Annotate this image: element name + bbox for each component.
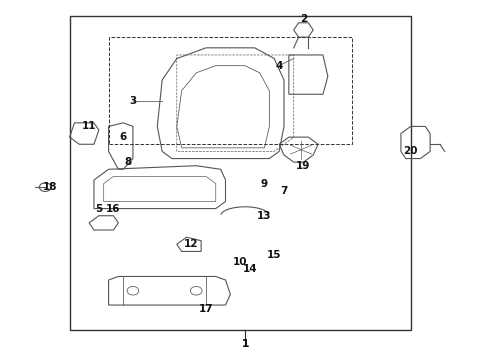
Text: 14: 14: [243, 264, 257, 274]
Text: 18: 18: [43, 182, 57, 192]
Text: 16: 16: [106, 203, 121, 213]
Text: 4: 4: [275, 61, 283, 71]
Text: 9: 9: [261, 179, 268, 189]
Text: 8: 8: [124, 157, 132, 167]
Text: 19: 19: [296, 161, 311, 171]
Text: 3: 3: [129, 96, 137, 107]
Text: 10: 10: [233, 257, 247, 267]
Text: 20: 20: [403, 147, 418, 157]
Text: 1: 1: [242, 339, 248, 349]
Text: 6: 6: [120, 132, 127, 142]
Text: 12: 12: [184, 239, 198, 249]
Text: 17: 17: [199, 303, 213, 314]
Text: 11: 11: [82, 121, 97, 131]
Text: 5: 5: [95, 203, 102, 213]
Text: 2: 2: [300, 14, 307, 24]
Text: 13: 13: [257, 211, 272, 221]
Text: 15: 15: [267, 250, 281, 260]
Text: 1: 1: [242, 339, 248, 349]
Bar: [109, 37, 352, 144]
Text: 7: 7: [280, 186, 288, 196]
Bar: [70, 16, 411, 330]
